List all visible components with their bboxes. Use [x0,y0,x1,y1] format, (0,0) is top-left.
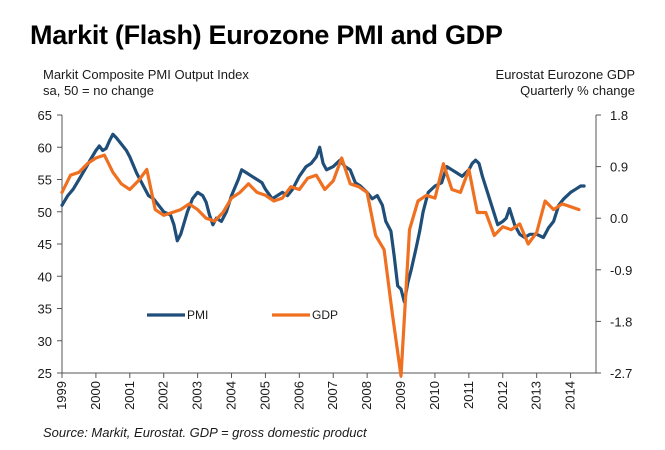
right-tick-label: -2.7 [610,366,632,381]
x-tick-label: 2013 [529,381,544,410]
left-tick-label: 35 [38,302,52,317]
x-tick-label: 2001 [122,381,137,410]
source-note: Source: Markit, Eurostat. GDP = gross do… [43,425,367,440]
series-line-pmi [60,132,586,304]
right-tick-label: -0.9 [610,263,632,278]
legend-label-gdp: GDP [312,308,338,322]
x-tick-label: 1999 [54,381,69,410]
chart-title: Markit (Flash) Eurozone PMI and GDP [30,20,503,50]
left-axis-caption-line1: Markit Composite PMI Output Index [43,67,249,82]
x-tick-label: 2012 [495,381,510,410]
right-axis-caption: Eurostat Eurozone GDP Quarterly % change [496,67,635,99]
legend-label-pmi: PMI [187,308,208,322]
left-axis-caption-line2: sa, 50 = no change [43,83,154,98]
x-tick-label: 2011 [461,381,476,409]
right-tick-label: 1.8 [610,108,628,123]
left-tick-label: 60 [38,140,52,155]
x-tick-label: 2005 [257,381,272,410]
x-tick-label: 2010 [427,381,442,410]
x-tick-label: 2000 [88,381,103,410]
left-tick-label: 25 [38,366,52,381]
left-axis-caption: Markit Composite PMI Output Index sa, 50… [43,67,249,99]
x-tick-label: 2002 [156,381,171,410]
x-tick-label: 2006 [291,381,306,410]
x-tick-label: 2007 [325,381,340,410]
right-axis-caption-line2: Quarterly % change [520,83,635,98]
left-tick-label: 55 [38,173,52,188]
left-tick-label: 50 [38,205,52,220]
left-tick-label: 65 [38,108,52,123]
x-tick-label: 2004 [224,381,239,410]
right-tick-label: -1.8 [610,314,632,329]
x-tick-label: 2003 [190,381,205,410]
left-tick-label: 40 [38,269,52,284]
series-line-gdp [60,153,581,378]
right-tick-label: 0.9 [610,160,628,175]
x-tick-label: 2009 [393,381,408,410]
x-tick-label: 2014 [563,381,578,410]
left-tick-label: 45 [38,237,52,252]
x-tick-label: 2008 [359,381,374,410]
right-tick-label: 0.0 [610,211,628,226]
left-tick-label: 30 [38,334,52,349]
right-axis-caption-line1: Eurostat Eurozone GDP [495,67,635,82]
